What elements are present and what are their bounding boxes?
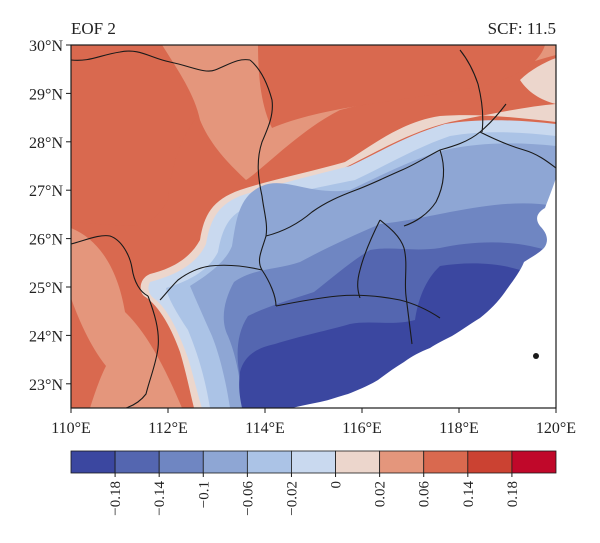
lat-tick-label: 26°N [29, 232, 63, 249]
map-panel [71, 45, 556, 408]
lon-tick-label: 110°E [51, 420, 91, 437]
light-positive-band [71, 228, 182, 408]
island-marker [533, 353, 539, 359]
near-zero-northeast [520, 58, 556, 104]
colorbar-swatch [291, 450, 336, 474]
colorbar-tick-label: −0.02 [284, 481, 300, 516]
colorbar-swatch [202, 450, 248, 474]
panel-label: EOF 2 [71, 19, 116, 38]
colorbar-swatch [511, 450, 557, 474]
province-boundaries [71, 49, 556, 408]
colorbar-tick-label: −0.18 [108, 481, 124, 516]
colorbar: −0.18 −0.14 −0.1 −0.06 −0.02 0 0.02 0.06 0.14 0.1… [70, 450, 557, 516]
colorbar-tick-label: 0.18 [505, 481, 521, 507]
lon-tick-label: 112°E [148, 420, 188, 437]
lat-tick-label: 25°N [29, 280, 63, 297]
colorbar-swatch [158, 450, 204, 474]
colorbar-swatch [114, 450, 160, 474]
lon-tick-label: 114°E [245, 420, 285, 437]
latitude-axis: 30°N 29°N 28°N 27°N 26°N 25°N 24°N 23°N [29, 38, 71, 394]
colorbar-swatch [379, 450, 425, 474]
colorbar-swatch [335, 450, 381, 474]
lon-tick-label: 120°E [536, 420, 576, 437]
map-frame [70, 44, 557, 409]
colorbar-swatch [246, 450, 292, 474]
lat-tick-label: 30°N [29, 38, 63, 55]
lat-tick-label: 28°N [29, 135, 63, 152]
lat-tick-label: 23°N [29, 377, 63, 394]
lat-tick-label: 27°N [29, 183, 63, 200]
colorbar-tick-label: 0.06 [417, 481, 433, 508]
colorbar-swatch [467, 450, 513, 474]
colorbar-swatch [423, 450, 469, 474]
ocean [292, 178, 556, 408]
lat-tick-label: 29°N [29, 86, 63, 103]
longitude-axis: 110°E 112°E 114°E 116°E 118°E 120°E [51, 408, 576, 437]
scf-label: SCF: 11.5 [488, 19, 556, 38]
colorbar-tick-label: −0.14 [152, 481, 168, 516]
lat-tick-label: 24°N [29, 328, 63, 345]
colorbar-tick-label: 0 [329, 481, 345, 489]
colorbar-tick-label: 0.14 [461, 481, 477, 508]
colorbar-swatch [70, 450, 116, 474]
strong-positive-northwest [71, 45, 196, 226]
strong-positive-northeast [258, 45, 545, 128]
colorbar-tick-label: −0.1 [196, 481, 212, 508]
lon-tick-label: 118°E [439, 420, 479, 437]
lon-tick-label: 116°E [342, 420, 382, 437]
colorbar-tick-label: −0.06 [240, 481, 256, 516]
colorbar-tick-label: 0.02 [373, 481, 389, 507]
